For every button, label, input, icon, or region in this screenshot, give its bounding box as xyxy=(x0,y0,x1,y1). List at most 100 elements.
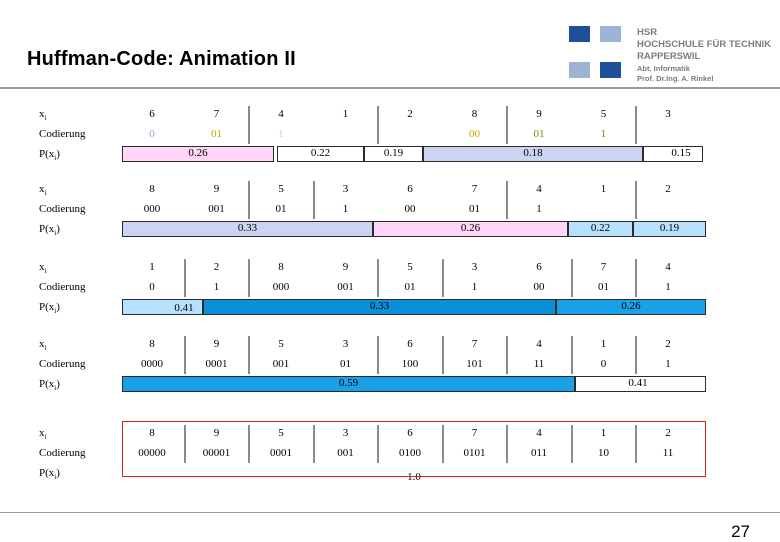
probability-value: 1.0 xyxy=(407,471,421,483)
symbol-cell: 7 xyxy=(471,183,478,195)
code-cell: 001 xyxy=(272,358,290,370)
symbol-cell: 1 xyxy=(600,427,607,439)
row-label-code: Codierung xyxy=(39,447,86,459)
column-divider xyxy=(635,336,637,374)
probability-value: 0.41 xyxy=(628,377,648,389)
symbol-cell: 9 xyxy=(213,427,220,439)
symbol-cell: 3 xyxy=(342,183,349,195)
column-divider xyxy=(635,259,637,297)
final-table-frame xyxy=(122,421,706,477)
probability-value: 0.26 xyxy=(188,147,208,159)
symbol-cell: 4 xyxy=(536,183,542,195)
probability-value: 0.22 xyxy=(590,222,611,234)
code-cell: 1 xyxy=(342,203,349,215)
column-divider xyxy=(441,336,444,374)
column-divider xyxy=(506,106,508,144)
column-divider xyxy=(441,259,444,297)
column-divider xyxy=(635,425,637,463)
probability-bar xyxy=(633,221,706,237)
column-divider xyxy=(248,181,250,219)
huffman-step-4: xi Codierung P(xi) 8 9 5 3 6 7 4 1 2 0000 0001 001 01 10… xyxy=(0,336,780,408)
code-cell: 01 xyxy=(340,358,351,370)
row-label-probability: P(xi) xyxy=(39,378,60,393)
logo-line-2: HOCHSCHULE FÜR TECHNIK xyxy=(637,39,772,50)
row-label-symbol: xi xyxy=(39,261,47,276)
code-cell: 0001 xyxy=(270,447,292,459)
code-cell: 1 xyxy=(665,358,671,370)
column-divider xyxy=(377,259,379,297)
code-cell: 01 xyxy=(404,281,416,293)
code-cell: 00000 xyxy=(138,447,166,459)
probability-bar xyxy=(122,376,575,392)
probability-bar xyxy=(203,299,556,315)
symbol-cell: 5 xyxy=(407,261,413,273)
symbol-cell: 9 xyxy=(536,108,542,120)
code-cell: 0100 xyxy=(399,447,421,459)
column-divider xyxy=(441,425,444,463)
column-divider xyxy=(506,425,508,463)
huffman-step-5: xi Codierung P(xi) 8 9 5 3 6 7 4 1 2 00000 00001 0001 0… xyxy=(0,425,780,497)
symbol-cell: 5 xyxy=(278,338,284,350)
code-cell: 001 xyxy=(337,281,354,293)
symbol-cell: 4 xyxy=(665,261,671,273)
column-divider xyxy=(570,259,573,297)
logo-text: HSR HOCHSCHULE FÜR TECHNIK RAPPERSWIL xyxy=(637,27,771,63)
code-cell: 01 xyxy=(533,128,545,140)
probability-bar xyxy=(277,146,364,162)
probability-value: 0.26 xyxy=(460,222,481,234)
row-label-code: Codierung xyxy=(39,281,86,293)
symbol-cell: 8 xyxy=(149,427,155,439)
column-divider xyxy=(183,259,186,297)
probability-bar xyxy=(568,221,633,237)
probability-bar xyxy=(122,299,203,315)
probability-bar xyxy=(122,146,274,162)
code-cell: 11 xyxy=(662,447,674,459)
logo-subtext: Abt. Informatik Prof. Dr.Ing. A. Rinkel xyxy=(637,64,713,83)
code-cell: 0 xyxy=(149,128,155,140)
column-divider xyxy=(248,259,250,297)
symbol-cell: 8 xyxy=(149,338,155,350)
code-cell: 1 xyxy=(600,128,607,140)
logo-line-3: RAPPERSWIL xyxy=(637,51,701,62)
symbol-cell: 1 xyxy=(600,338,607,350)
column-divider xyxy=(248,336,250,374)
symbol-cell: 7 xyxy=(471,338,478,350)
column-divider xyxy=(377,425,379,463)
code-cell: 0 xyxy=(149,281,155,293)
huffman-step-3: xi Codierung P(xi) 1 2 8 9 5 3 6 7 4 0 1 000 001 01 1 00 01… xyxy=(0,259,780,331)
code-cell: 00 xyxy=(469,128,480,140)
column-divider xyxy=(570,425,573,463)
column-divider xyxy=(248,106,250,144)
symbol-cell: 1 xyxy=(342,108,349,120)
code-cell: 00001 xyxy=(202,447,231,459)
row-label-probability: P(xi) xyxy=(39,301,60,316)
code-cell: 00 xyxy=(404,203,416,215)
code-cell: 0000 xyxy=(141,358,163,370)
column-divider xyxy=(506,181,508,219)
code-cell: 1 xyxy=(278,128,284,140)
code-cell: 000 xyxy=(272,281,290,293)
row-label-code: Codierung xyxy=(39,358,86,370)
symbol-cell: 8 xyxy=(278,261,284,273)
symbol-cell: 2 xyxy=(665,183,671,195)
row-label-symbol: xi xyxy=(39,183,47,198)
column-divider xyxy=(377,336,379,374)
code-cell: 01 xyxy=(598,281,609,293)
probability-value: 0.19 xyxy=(383,147,404,159)
symbol-cell: 5 xyxy=(278,427,284,439)
probability-value: 0.59 xyxy=(338,377,359,389)
symbol-cell: 6 xyxy=(149,108,155,120)
probability-value: 0.18 xyxy=(523,147,543,159)
probability-value: 0.22 xyxy=(310,147,331,159)
code-cell: 101 xyxy=(466,358,483,370)
probability-value: 0.33 xyxy=(237,222,258,234)
probability-value: 0.15 xyxy=(671,147,691,159)
header-divider xyxy=(0,87,780,89)
code-cell: 001 xyxy=(208,203,225,215)
logo-sub-2: Prof. Dr.Ing. A. Rinkel xyxy=(637,73,714,83)
code-cell: 0101 xyxy=(463,447,486,459)
symbol-cell: 3 xyxy=(471,261,478,273)
symbol-cell: 2 xyxy=(665,427,671,439)
symbol-cell: 9 xyxy=(213,183,220,195)
symbol-cell: 2 xyxy=(213,261,220,273)
